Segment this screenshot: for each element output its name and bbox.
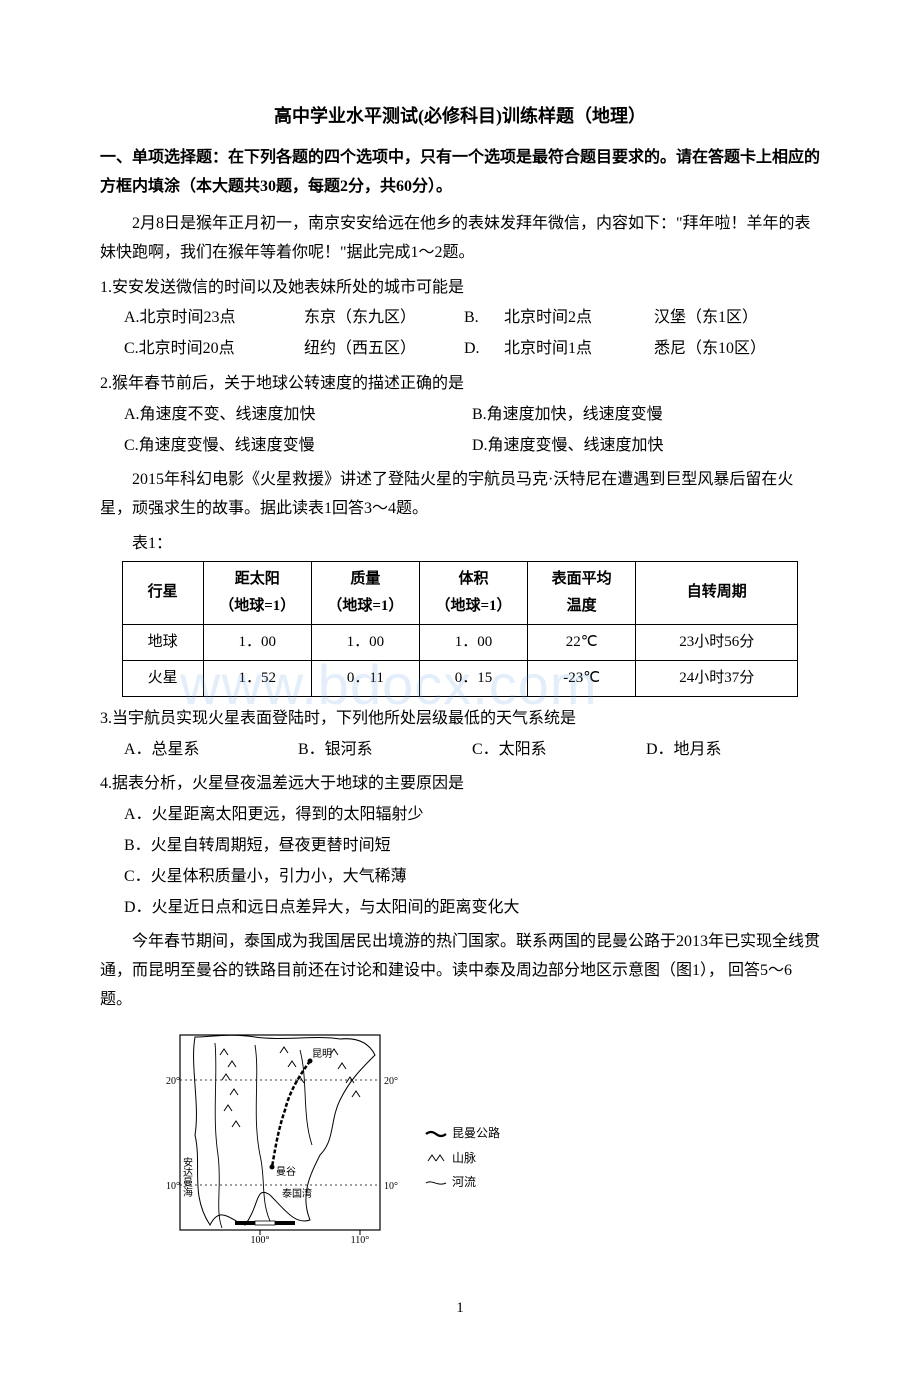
table-caption: 表1： [100,530,820,559]
q1-d-label: D. [464,335,504,364]
road-icon [424,1129,448,1139]
label-bangkok: 曼谷 [276,1166,296,1178]
q1-option-row: C.北京时间20点 纽约（西五区） D. 北京时间1点 悉尼（东10区） [100,335,820,364]
map-svg: 20° 20° 10° 10° 100° 110° [160,1025,420,1245]
q4-opt-c: C．火星体积质量小，引力小，大气稀薄 [100,863,820,892]
th-dist: 距太阳（地球=1） [203,561,311,624]
map-legend: 昆曼公路 山脉 河流 [424,1120,500,1197]
page: 高中学业水平测试(必修科目)训练样题（地理） 一、单项选择题：在下列各题的四个选… [100,100,820,1322]
q2-opt-c: C.角速度变慢、线速度变慢 [124,432,472,461]
label-thai-gulf: 泰国湾 [282,1187,312,1200]
q2-option-row: A.角速度不变、线速度加快 B.角速度加快，线速度变慢 [100,401,820,430]
city-bangkok-dot [270,1164,275,1169]
th-vol: 体积（地球=1） [419,561,527,624]
th-planet: 行星 [122,561,203,624]
q3-options: A．总星系 B．银河系 C．太阳系 D．地月系 [100,736,820,765]
legend-river: 河流 [424,1172,500,1194]
passage-3: 今年春节期间，泰国成为我国居民出境游的热门国家。联系两国的昆曼公路于2013年已… [100,928,820,1014]
q3-opt-c: C．太阳系 [472,736,646,765]
q1-d-time: 北京时间1点 [504,335,654,364]
q2-opt-d: D.角速度变慢、线速度加快 [472,432,820,461]
label-kunming: 昆明 [312,1048,332,1060]
q4-opt-b: B．火星自转周期短，昼夜更替时间短 [100,832,820,861]
document-title: 高中学业水平测试(必修科目)训练样题（地理） [100,100,820,132]
q1-a-time: A.北京时间23点 [124,304,304,333]
th-period: 自转周期 [636,561,798,624]
table-header-row: 行星 距太阳（地球=1） 质量（地球=1） 体积（地球=1） 表面平均温度 自转… [122,561,798,624]
q4-opt-d: D．火星近日点和远日点差异大，与太阳间的距离变化大 [100,894,820,923]
legend-road: 昆曼公路 [424,1123,500,1145]
scale-bar [235,1221,295,1225]
map-figure: 20° 20° 10° 10° 100° 110° [160,1025,490,1245]
table-row: 火星 1．52 0．11 0．15 -23℃ 24小时37分 [122,660,798,696]
lat-label-10-left: 10° [166,1181,180,1192]
data-table: 行星 距太阳（地球=1） 质量（地球=1） 体积（地球=1） 表面平均温度 自转… [122,561,799,697]
lon-label-100: 100° [251,1235,270,1245]
table-row: 地球 1．00 1．00 1．00 22℃ 23小时56分 [122,624,798,660]
q4-stem: 4.据表分析，火星昼夜温差远大于地球的主要原因是 [100,770,820,799]
q3-opt-a: A．总星系 [124,736,298,765]
th-temp: 表面平均温度 [528,561,636,624]
q2-opt-b: B.角速度加快，线速度变慢 [472,401,820,430]
q4-opt-a: A．火星距离太阳更远，得到的太阳辐射少 [100,801,820,830]
q3-opt-b: B．银河系 [298,736,472,765]
legend-mountain: 山脉 [424,1148,500,1170]
q1-b-time: 北京时间2点 [504,304,654,333]
passage-2: 2015年科幻电影《火星救援》讲述了登陆火星的宇航员马克·沃特尼在遭遇到巨型风暴… [100,466,820,524]
q1-stem: 1.安安发送微信的时间以及她表妹所处的城市可能是 [100,274,820,303]
q2-option-row: C.角速度变慢、线速度变慢 D.角速度变慢、线速度加快 [100,432,820,461]
river-icon [424,1178,448,1188]
q2-stem: 2.猴年春节前后，关于地球公转速度的描述正确的是 [100,370,820,399]
q1-c-city: 纽约（西五区） [304,335,464,364]
page-number: 1 [100,1295,820,1322]
q1-d-city: 悉尼（东10区） [654,335,820,364]
q1-c-time: C.北京时间20点 [124,335,304,364]
lon-label-110: 110° [351,1235,370,1245]
label-andaman: 安达曼海 [181,1156,193,1198]
q3-stem: 3.当宇航员实现火星表面登陆时，下列他所处层级最低的天气系统是 [100,705,820,734]
passage-1: 2月8日是猴年正月初一，南京安安给远在他乡的表妹发拜年微信，内容如下："拜年啦！… [100,210,820,268]
lat-label-20-left: 20° [166,1076,180,1087]
section-heading: 一、单项选择题：在下列各题的四个选项中，只有一个选项是最符合题目要求的。请在答题… [100,144,820,202]
q1-option-row: A.北京时间23点 东京（东九区） B. 北京时间2点 汉堡（东1区） [100,304,820,333]
lat-label-10-right: 10° [384,1181,398,1192]
mountain-icon [424,1153,448,1163]
q3-opt-d: D．地月系 [646,736,820,765]
lat-label-20-right: 20° [384,1076,398,1087]
q1-b-city: 汉堡（东1区） [654,304,820,333]
map-bg [160,1025,420,1245]
q1-b-label: B. [464,304,504,333]
th-mass: 质量（地球=1） [311,561,419,624]
q1-a-city: 东京（东九区） [304,304,464,333]
q2-opt-a: A.角速度不变、线速度加快 [124,401,472,430]
